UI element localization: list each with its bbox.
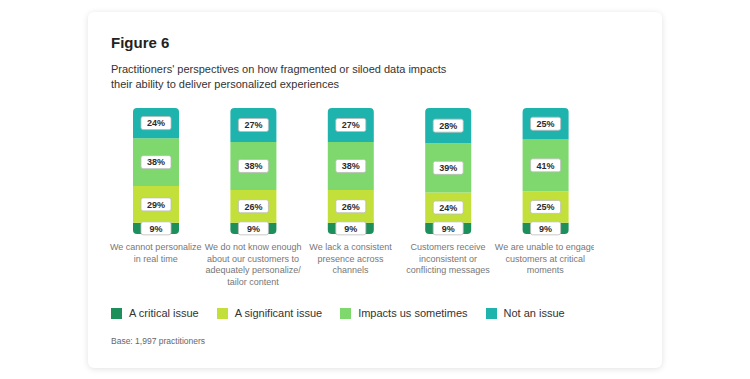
svg-text:We do not know enoughabout our: We do not know enoughabout our customers… (205, 242, 302, 287)
html-text:Figure 6: Figure 6 (111, 34, 170, 51)
svg-text:9%: 9% (247, 224, 260, 234)
svg-text:27%: 27% (244, 120, 262, 130)
svg-text:We are unable to engagecustome: We are unable to engagecustomers at crit… (495, 242, 594, 275)
html-text:Impacts us sometimes: Impacts us sometimes (358, 307, 468, 319)
svg-text:28%: 28% (439, 121, 457, 131)
svg-text:25%: 25% (537, 119, 555, 129)
svg-text:39%: 39% (439, 163, 457, 173)
svg-text:38%: 38% (342, 161, 360, 171)
svg-text:9%: 9% (539, 224, 552, 234)
svg-text:9%: 9% (149, 224, 162, 234)
svg-text:41%: 41% (537, 161, 555, 171)
svg-text:27%: 27% (342, 120, 360, 130)
svg-text:25%: 25% (537, 202, 555, 212)
svg-text:38%: 38% (147, 157, 165, 167)
svg-text:26%: 26% (342, 202, 360, 212)
svg-text:26%: 26% (244, 202, 262, 212)
html-text:A critical issue: A critical issue (129, 307, 199, 319)
svg-text:9%: 9% (442, 224, 455, 234)
html-text:Practitioners' perspectives on: Practitioners' perspectives on how fragm… (111, 63, 447, 90)
svg-text:Customers receiveinconsistent: Customers receiveinconsistent orconflict… (406, 242, 490, 275)
svg-text:24%: 24% (439, 203, 457, 213)
svg-text:29%: 29% (147, 200, 165, 210)
svg-text:24%: 24% (147, 118, 165, 128)
svg-text:We lack a consistentpresence a: We lack a consistentpresence acrosschann… (309, 242, 392, 275)
html-text:Base: 1,997 practitioners: Base: 1,997 practitioners (111, 336, 205, 346)
svg-text:We cannot personalizein real t: We cannot personalizein real time (110, 242, 201, 264)
svg-text:9%: 9% (344, 224, 357, 234)
html-text:Not an issue: Not an issue (503, 307, 565, 319)
svg-text:38%: 38% (244, 161, 262, 171)
html-text:A significant issue: A significant issue (234, 307, 323, 319)
